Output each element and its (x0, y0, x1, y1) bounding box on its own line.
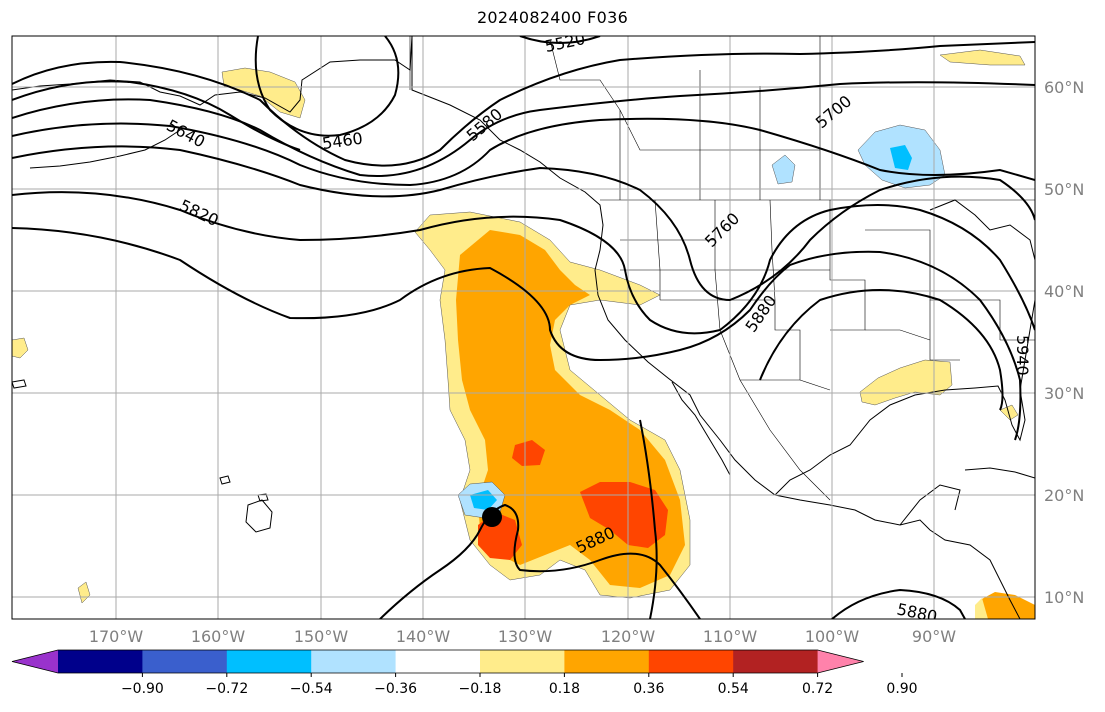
contour-5880-main (12, 227, 1022, 441)
contour-5940 (759, 289, 1004, 411)
lat-label-20n: 20°N (1044, 486, 1084, 505)
colorbar-tick-label: −0.54 (290, 681, 333, 697)
contour-5520 (519, 36, 601, 44)
contour-5880-low (831, 588, 966, 619)
political-borders (409, 36, 1035, 501)
colorbar-extend-max (817, 650, 864, 673)
positive-anomaly-strong-1 (580, 482, 668, 548)
negative-anomaly-small (771, 154, 796, 185)
figure-title: 2024082400 F036 (476, 8, 629, 27)
positive-anomaly-central-america-edge (975, 598, 988, 619)
positive-anomaly-ne (939, 49, 1026, 66)
colorbar-outline (11, 649, 864, 674)
lon-label-90w: 90°W (912, 627, 956, 646)
lon-label-130w: 130°W (498, 627, 553, 646)
contour-5760 (12, 145, 1035, 302)
colorbar-tick-label: 0.90 (886, 681, 917, 697)
contour-5700b (12, 117, 1035, 187)
contour-5940b (639, 419, 658, 619)
colorbar-tick-label: −0.18 (459, 681, 502, 697)
colorbar-swatch (395, 650, 481, 673)
colorbar-tick-label: 0.18 (549, 681, 580, 697)
lon-label-140w: 140°W (396, 627, 451, 646)
contour-5880-tc (379, 503, 701, 619)
positive-anomaly-central-america (980, 592, 1035, 619)
colorbar-tick-label: −0.72 (205, 681, 248, 697)
colorbar-tick-label: −0.36 (374, 681, 417, 697)
latitude-labels: 60°N 50°N 40°N 30°N 20°N 10°N (1044, 78, 1084, 607)
lat-label-60n: 60°N (1044, 78, 1084, 97)
lon-label-160w: 160°W (191, 627, 246, 646)
colorbar-swatches (11, 649, 864, 674)
lon-label-120w: 120°W (601, 627, 656, 646)
lat-label-10n: 10°N (1044, 588, 1084, 607)
positive-anomaly-strong-2 (512, 440, 545, 466)
contour-5460 (254, 36, 400, 137)
longitude-labels: 170°W 160°W 150°W 140°W 130°W 120°W 110°… (89, 627, 956, 646)
lat-label-30n: 30°N (1044, 384, 1084, 403)
colorbar-swatch (226, 650, 312, 673)
colorbar-ticks: −0.90 −0.72 −0.54 −0.36 −0.18 0.18 0.36 0.54 0.7… (121, 673, 918, 697)
negative-anomaly-canada-core (890, 145, 912, 170)
gridlines (12, 36, 1035, 619)
lat-label-50n: 50°N (1044, 180, 1084, 199)
lon-label-110w: 110°W (703, 627, 758, 646)
storm-center-marker (482, 507, 502, 527)
colorbar-swatch (142, 650, 228, 673)
contour-label-5940: 5940 (1013, 335, 1032, 376)
colorbar-swatch (58, 650, 143, 673)
contour-5700 (12, 81, 1035, 177)
lon-label-170w: 170°W (89, 627, 144, 646)
colorbar-tick-label: 0.36 (633, 681, 664, 697)
colorbar-tick-label: 0.72 (802, 681, 833, 697)
lon-label-100w: 100°W (805, 627, 860, 646)
contour-5580 (12, 80, 301, 151)
colorbar-swatch (311, 650, 397, 673)
positive-anomaly-west-edge (12, 337, 29, 359)
contour-5640 (12, 41, 1035, 167)
positive-anomaly-small (77, 581, 91, 604)
colorbar-tick-label: 0.54 (718, 681, 749, 697)
colorbar-tick-label: −0.90 (121, 681, 164, 697)
colorbar: −0.90 −0.72 −0.54 −0.36 −0.18 0.18 0.36 0.54 0.7… (11, 649, 918, 697)
colorbar-swatch (564, 650, 650, 673)
map-frame (11, 35, 1036, 620)
colorbar-swatch (480, 650, 565, 673)
colorbar-swatch (648, 650, 734, 673)
height-contours (12, 36, 1035, 619)
colorbar-swatch (733, 650, 819, 673)
colorbar-extend-min (12, 650, 58, 673)
contour-5820 (12, 191, 1035, 335)
lon-label-150w: 150°W (294, 627, 349, 646)
lat-label-40n: 40°N (1044, 282, 1084, 301)
